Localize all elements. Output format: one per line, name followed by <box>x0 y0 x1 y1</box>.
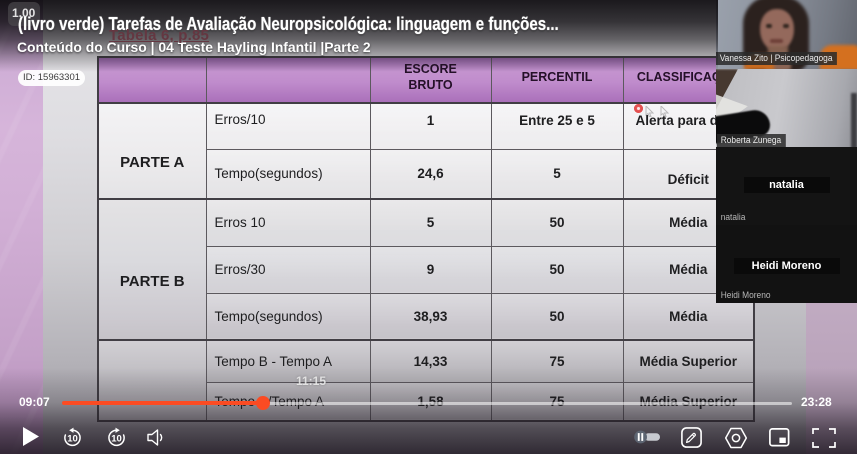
svg-text:10: 10 <box>67 434 78 445</box>
svg-text:10: 10 <box>111 434 122 445</box>
